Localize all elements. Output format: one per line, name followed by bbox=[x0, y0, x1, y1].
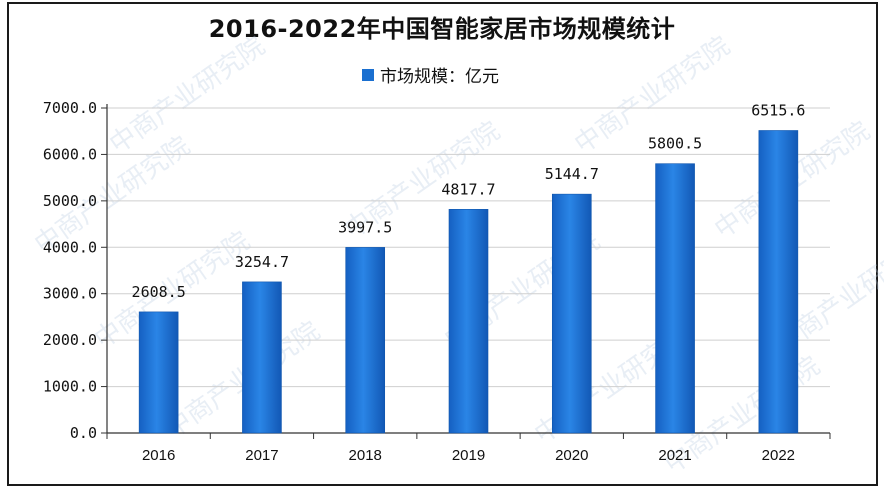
bar-2016 bbox=[138, 311, 179, 434]
chart-title: 2016-2022年中国智能家居市场规模统计 bbox=[208, 15, 676, 43]
chart-legend: 市场规模：亿元 bbox=[362, 62, 499, 87]
x-tick-label-2022: 2022 bbox=[762, 447, 795, 464]
legend-label: 市场规模：亿元 bbox=[380, 67, 499, 87]
x-tick-label-2017: 2017 bbox=[245, 447, 278, 464]
bar-2018 bbox=[345, 247, 386, 434]
bar-2021 bbox=[655, 163, 695, 434]
y-tick-label: 2000.0 bbox=[43, 331, 97, 349]
bar-2020 bbox=[551, 193, 592, 434]
value-label-2018: 3997.5 bbox=[338, 218, 392, 236]
value-label-2017: 3254.7 bbox=[235, 253, 289, 271]
value-label-2020: 5144.7 bbox=[545, 165, 599, 183]
y-tick-label: 0.0 bbox=[70, 424, 97, 442]
y-tick-label: 4000.0 bbox=[43, 238, 97, 256]
value-label-2021: 5800.5 bbox=[648, 135, 702, 153]
x-tick-label-2016: 2016 bbox=[142, 447, 175, 464]
y-tick-label: 1000.0 bbox=[43, 378, 97, 396]
bar-2022 bbox=[758, 130, 799, 434]
bar-2019 bbox=[448, 209, 489, 434]
value-label-2022: 6515.6 bbox=[751, 101, 805, 119]
x-tick-label-2021: 2021 bbox=[658, 447, 691, 464]
y-tick-label: 6000.0 bbox=[43, 145, 97, 163]
x-tick-label-2019: 2019 bbox=[452, 447, 485, 464]
y-tick-label: 3000.0 bbox=[43, 285, 97, 303]
x-tick-label-2020: 2020 bbox=[555, 447, 588, 464]
y-tick-label: 5000.0 bbox=[43, 192, 97, 210]
y-tick-label: 7000.0 bbox=[43, 99, 97, 117]
value-label-2019: 4817.7 bbox=[441, 180, 495, 198]
x-tick-label-2018: 2018 bbox=[349, 447, 382, 464]
bar-2017 bbox=[242, 281, 282, 434]
value-label-2016: 2608.5 bbox=[132, 283, 186, 301]
legend-swatch bbox=[362, 68, 374, 81]
